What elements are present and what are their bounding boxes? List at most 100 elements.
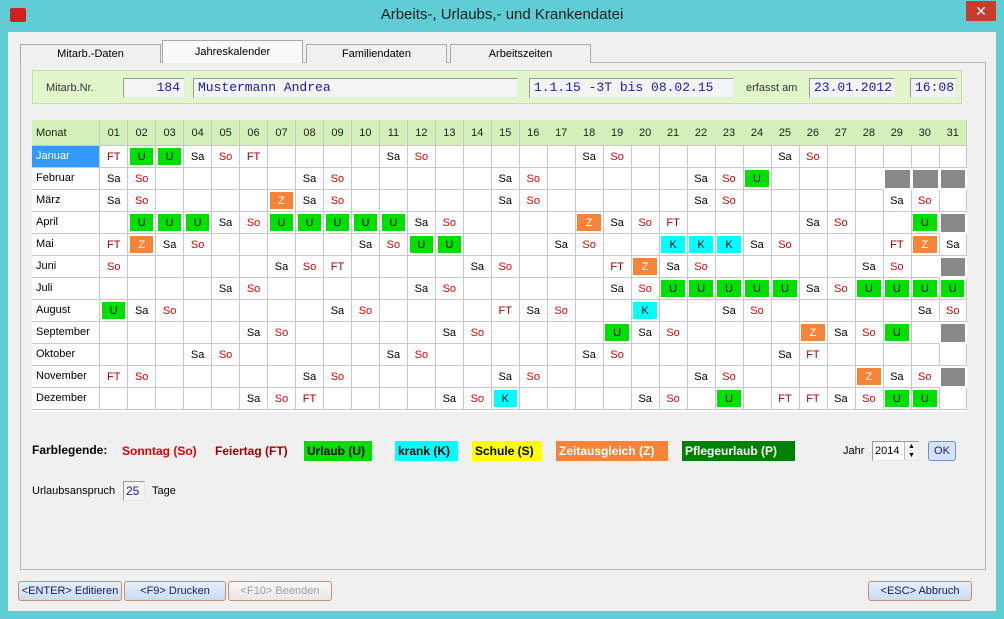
day-cell[interactable]	[575, 278, 604, 300]
day-cell[interactable]: So	[771, 234, 800, 256]
day-cell[interactable]: So	[827, 212, 856, 234]
day-cell[interactable]: Sa	[827, 322, 856, 344]
day-cell[interactable]: U	[267, 212, 297, 234]
day-cell[interactable]	[267, 300, 297, 322]
day-cell[interactable]	[687, 322, 716, 344]
day-cell[interactable]: U	[127, 146, 157, 168]
day-cell[interactable]	[435, 344, 465, 366]
day-cell[interactable]	[715, 344, 744, 366]
day-cell[interactable]	[183, 366, 213, 388]
day-cell[interactable]: U	[379, 212, 409, 234]
day-cell[interactable]	[827, 168, 856, 190]
day-cell[interactable]	[911, 344, 940, 366]
day-cell[interactable]	[267, 234, 297, 256]
day-cell[interactable]: U	[659, 278, 688, 300]
day-cell[interactable]	[351, 146, 381, 168]
day-cell[interactable]: So	[211, 344, 241, 366]
day-cell[interactable]	[155, 168, 185, 190]
day-cell[interactable]: So	[519, 168, 548, 190]
day-cell[interactable]	[827, 344, 856, 366]
day-cell[interactable]: U	[911, 388, 940, 410]
day-cell[interactable]	[100, 212, 129, 234]
day-cell[interactable]	[603, 168, 632, 190]
day-cell[interactable]	[715, 212, 744, 234]
day-cell[interactable]	[351, 256, 381, 278]
day-cell[interactable]: So	[323, 190, 353, 212]
day-cell[interactable]	[687, 212, 716, 234]
day-cell[interactable]	[491, 146, 520, 168]
day-cell[interactable]	[771, 212, 800, 234]
day-cell[interactable]: Sa	[547, 234, 576, 256]
day-cell[interactable]: U	[407, 234, 437, 256]
day-cell[interactable]	[127, 344, 157, 366]
day-cell[interactable]	[127, 278, 157, 300]
day-cell[interactable]	[463, 278, 493, 300]
day-cell[interactable]	[463, 366, 493, 388]
day-cell[interactable]: So	[659, 388, 688, 410]
day-cell[interactable]	[547, 190, 576, 212]
day-cell[interactable]: U	[743, 168, 772, 190]
day-cell[interactable]	[603, 300, 632, 322]
day-cell[interactable]	[799, 168, 828, 190]
day-cell[interactable]	[239, 234, 269, 256]
day-cell[interactable]: So	[267, 388, 297, 410]
day-cell[interactable]	[100, 388, 129, 410]
day-cell[interactable]	[771, 168, 800, 190]
day-cell[interactable]: U	[155, 212, 185, 234]
day-cell[interactable]: U	[687, 278, 716, 300]
day-cell[interactable]: Sa	[743, 234, 772, 256]
day-cell[interactable]	[883, 300, 912, 322]
day-cell[interactable]	[211, 300, 241, 322]
day-cell[interactable]: So	[379, 234, 409, 256]
day-cell[interactable]: K	[491, 388, 520, 410]
day-cell[interactable]	[659, 190, 688, 212]
day-cell[interactable]: Sa	[267, 256, 297, 278]
day-cell[interactable]	[435, 256, 465, 278]
day-cell[interactable]: So	[715, 366, 744, 388]
day-cell[interactable]: Sa	[351, 234, 381, 256]
day-cell[interactable]	[911, 146, 940, 168]
day-cell[interactable]	[939, 344, 968, 366]
day-cell[interactable]	[519, 146, 548, 168]
day-cell[interactable]	[351, 366, 381, 388]
day-cell[interactable]	[771, 322, 800, 344]
day-cell[interactable]: Sa	[855, 256, 884, 278]
day-cell[interactable]: Sa	[491, 168, 520, 190]
day-cell[interactable]: FT	[295, 388, 325, 410]
day-cell[interactable]	[799, 234, 828, 256]
day-cell[interactable]	[379, 322, 409, 344]
day-cell[interactable]: So	[603, 146, 632, 168]
day-cell[interactable]: Sa	[687, 168, 716, 190]
day-cell[interactable]	[463, 146, 493, 168]
day-cell[interactable]: U	[771, 278, 800, 300]
day-cell[interactable]: So	[743, 300, 772, 322]
day-cell[interactable]	[183, 322, 213, 344]
day-cell[interactable]	[351, 344, 381, 366]
day-cell[interactable]: Sa	[659, 256, 688, 278]
day-cell[interactable]	[827, 190, 856, 212]
day-cell[interactable]	[323, 234, 353, 256]
day-cell[interactable]: So	[127, 366, 157, 388]
day-cell[interactable]	[379, 366, 409, 388]
day-cell[interactable]	[687, 344, 716, 366]
day-cell[interactable]	[267, 344, 297, 366]
day-cell[interactable]: Sa	[603, 278, 632, 300]
day-cell[interactable]	[631, 146, 660, 168]
day-cell[interactable]	[855, 190, 884, 212]
day-cell[interactable]	[547, 366, 576, 388]
day-cell[interactable]: So	[603, 344, 632, 366]
day-cell[interactable]	[631, 168, 660, 190]
tab[interactable]: Arbeitszeiten	[450, 44, 591, 63]
day-cell[interactable]	[715, 322, 744, 344]
day-cell[interactable]	[687, 146, 716, 168]
day-cell[interactable]: So	[939, 300, 968, 322]
day-cell[interactable]: U	[855, 278, 884, 300]
day-cell[interactable]	[687, 388, 716, 410]
day-cell[interactable]	[155, 322, 185, 344]
day-cell[interactable]: Z	[575, 212, 604, 234]
day-cell[interactable]	[407, 168, 437, 190]
day-cell[interactable]: So	[295, 256, 325, 278]
day-cell[interactable]	[407, 322, 437, 344]
day-cell[interactable]: Sa	[575, 146, 604, 168]
day-cell[interactable]	[407, 256, 437, 278]
